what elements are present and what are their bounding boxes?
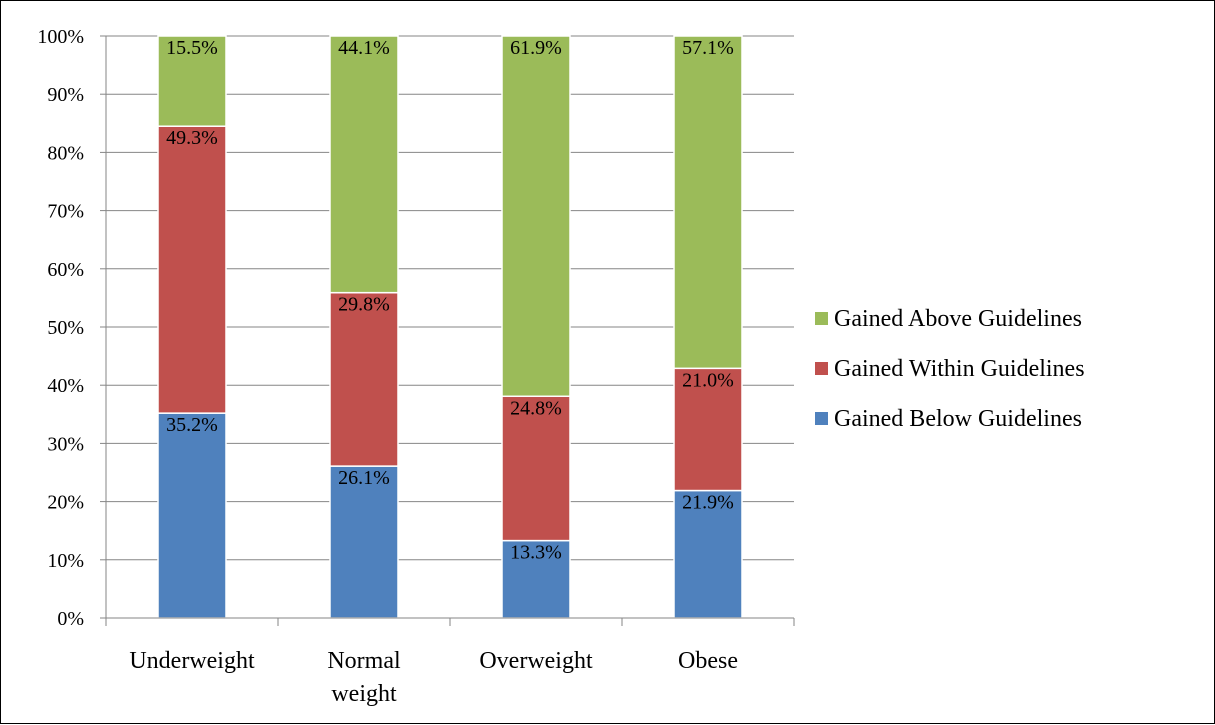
legend-swatch (815, 312, 828, 325)
x-category-label: Normal (327, 648, 401, 674)
legend-swatch (815, 412, 828, 425)
legend: Gained Above Guidelines Gained Within Gui… (815, 306, 1085, 432)
y-tick-label: 100% (37, 26, 84, 48)
y-tick-label: 20% (47, 492, 84, 514)
x-category-label: Underweight (129, 648, 255, 674)
bar-segment (673, 367, 743, 492)
bar-segment (501, 35, 571, 398)
data-label: 21.0% (682, 369, 734, 391)
bar-segment (329, 35, 399, 294)
x-category-label: weight (331, 681, 397, 707)
data-label: 57.1% (682, 37, 734, 59)
data-label: 13.3% (510, 542, 562, 564)
data-label: 26.1% (338, 467, 390, 489)
y-tick-label: 90% (47, 84, 84, 106)
bars (157, 35, 743, 619)
axes: 0% 10% 20% 30% 40% 50% 60% 70% 80% 90% 100% Underwe… (37, 26, 795, 707)
bar-segment (157, 125, 227, 414)
data-label: 49.3% (166, 127, 218, 149)
y-tick-label: 80% (47, 142, 84, 164)
bar-segment (673, 35, 743, 370)
legend-swatch (815, 362, 828, 375)
x-category-label: Obese (678, 648, 738, 674)
legend-label: Gained Above Guidelines (834, 306, 1082, 332)
data-label: 15.5% (166, 37, 218, 59)
y-tick-label: 30% (47, 433, 84, 455)
bar-segment (329, 465, 399, 619)
data-label: 24.8% (510, 397, 562, 419)
y-tick-label: 10% (47, 550, 84, 572)
legend-label: Gained Within Guidelines (834, 356, 1085, 382)
x-category-label: Overweight (479, 648, 593, 674)
y-tick-label: 40% (47, 375, 84, 397)
bar-segment (157, 412, 227, 619)
data-label: 44.1% (338, 37, 390, 59)
legend-label: Gained Below Guidelines (834, 406, 1082, 432)
y-tick-label: 0% (57, 608, 84, 630)
y-tick-label: 60% (47, 259, 84, 281)
bar-segment (673, 489, 743, 619)
data-label: 29.8% (338, 294, 390, 316)
bar-segment (157, 35, 227, 127)
data-label: 61.9% (510, 37, 562, 59)
bar-segment (501, 395, 571, 542)
bar-segment (501, 539, 571, 619)
data-label: 21.9% (682, 492, 734, 514)
data-labels: 35.2% 49.3% 15.5% 26.1% 29.8% 44.1% 13.3% 24.8%… (166, 37, 734, 564)
y-tick-label: 70% (47, 201, 84, 223)
data-label: 35.2% (166, 414, 218, 436)
y-tick-label: 50% (47, 317, 84, 339)
bar-segment (329, 291, 399, 467)
